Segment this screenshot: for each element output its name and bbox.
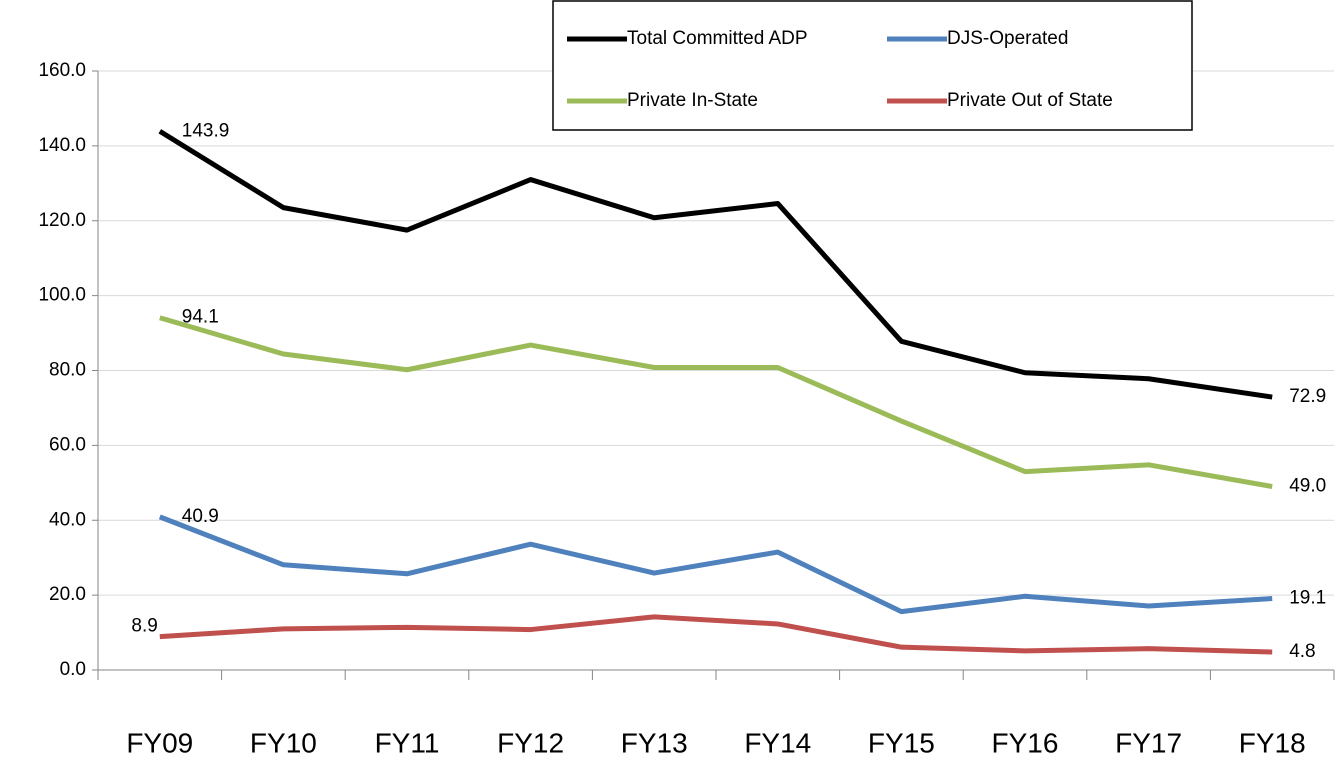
data-label: 4.8 <box>1289 641 1315 662</box>
data-label: 94.1 <box>182 307 219 328</box>
legend-label: Private In-State <box>627 90 758 111</box>
y-tick-label: 0.0 <box>60 659 86 680</box>
x-tick-label: FY12 <box>497 727 564 758</box>
y-tick-label: 120.0 <box>38 210 86 231</box>
data-label: 8.9 <box>131 616 157 637</box>
legend-label: Private Out of State <box>947 90 1113 111</box>
series-line <box>159 614 1273 655</box>
data-label: 40.9 <box>182 506 219 527</box>
x-tick-label: FY17 <box>1115 727 1182 758</box>
legend-label: Total Committed ADP <box>627 28 808 49</box>
x-tick-label: FY14 <box>744 727 811 758</box>
legend-label: DJS-Operated <box>947 28 1068 49</box>
x-tick-label: FY13 <box>621 727 688 758</box>
y-tick-label: 20.0 <box>49 584 86 605</box>
y-tick-label: 40.0 <box>49 509 86 530</box>
series-line <box>158 129 1273 400</box>
x-tick-label: FY09 <box>126 727 193 758</box>
y-tick-label: 140.0 <box>38 135 86 156</box>
x-tick-label: FY10 <box>250 727 317 758</box>
series-line <box>158 514 1273 615</box>
data-label: 19.1 <box>1289 588 1326 609</box>
y-tick-label: 100.0 <box>38 285 86 306</box>
y-tick-label: 80.0 <box>49 360 86 381</box>
x-tick-label: FY16 <box>992 727 1059 758</box>
data-label: 143.9 <box>182 120 230 141</box>
x-tick-label: FY11 <box>375 727 440 758</box>
x-tick-label: FY15 <box>868 727 935 758</box>
legend: Total Committed ADP DJS-Operated Private I… <box>552 0 1193 131</box>
y-tick-label: 60.0 <box>49 434 86 455</box>
data-label: 72.9 <box>1289 386 1326 407</box>
legend-box <box>552 0 1193 131</box>
y-tick-label: 160.0 <box>38 60 86 81</box>
series-line <box>159 315 1273 490</box>
x-tick-label: FY18 <box>1239 727 1306 758</box>
data-label: 49.0 <box>1289 476 1326 497</box>
